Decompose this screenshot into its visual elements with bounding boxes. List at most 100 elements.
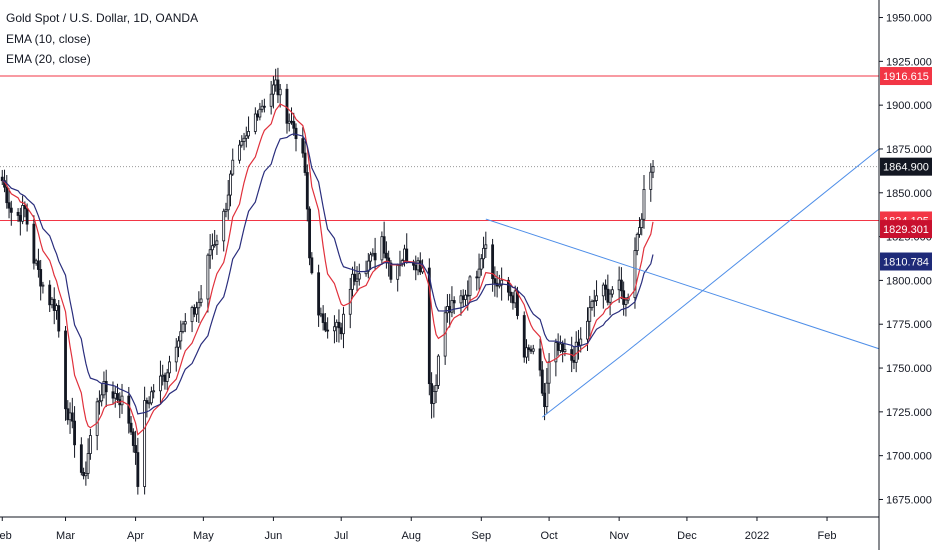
candle-down (382, 236, 386, 254)
candle-up (635, 233, 639, 252)
candle-up (165, 372, 169, 382)
ema-line-20 (2, 133, 654, 415)
candle-up (468, 276, 472, 296)
candle-up (98, 400, 101, 403)
candle-down (527, 347, 531, 350)
candle-down (192, 307, 196, 315)
legend-ema-20: EMA (20, close) (6, 52, 91, 66)
candle-down (70, 412, 74, 422)
candle-down (619, 279, 623, 292)
y-tick-label: 1875.000 (886, 144, 932, 156)
trendline-2 (625, 148, 880, 353)
x-tick-label: Feb (0, 530, 12, 542)
candle-down (430, 383, 434, 404)
candle-up (88, 435, 92, 454)
price-label-bg (880, 67, 932, 86)
y-tick-label: 1775.000 (886, 319, 932, 331)
x-tick-label: Jul (334, 530, 348, 542)
candle-down (129, 422, 133, 433)
candle-down (305, 172, 309, 210)
candle-up (651, 166, 655, 173)
candle-up (229, 173, 232, 196)
candle-up (95, 401, 99, 436)
candle-down (308, 208, 311, 259)
candle-down (82, 472, 86, 477)
candle-down (23, 205, 27, 210)
candle-down (529, 349, 533, 352)
candle-up (342, 313, 345, 335)
candle-up (208, 249, 212, 256)
trendline-1 (542, 351, 627, 418)
price-label: 1916.615 (883, 71, 929, 83)
candle-down (285, 88, 289, 124)
price-label-bg (880, 157, 932, 176)
candle-down (326, 329, 330, 332)
candle-up (445, 306, 449, 314)
candle-down (5, 186, 9, 204)
chart-legend: Gold Spot / U.S. Dollar, 1D, OANDA EMA (… (6, 8, 198, 70)
candle-up (547, 361, 551, 384)
candle-down (134, 445, 137, 453)
candle-up (147, 402, 151, 405)
candle-down (540, 369, 544, 394)
candle-down (323, 322, 327, 331)
candle-up (545, 382, 549, 408)
candle-down (116, 393, 119, 400)
candle-down (414, 264, 418, 271)
candle-up (253, 113, 257, 132)
candle-down (16, 211, 20, 216)
y-tick-label: 1700.000 (886, 451, 932, 463)
candle-up (432, 391, 436, 404)
candle-up (586, 320, 589, 340)
candle-down (538, 348, 542, 371)
candle-up (554, 342, 558, 363)
candle-up (450, 300, 454, 313)
candle-up (84, 472, 88, 477)
candle-up (357, 273, 361, 280)
candle-down (509, 291, 513, 297)
candle-up (464, 294, 467, 300)
candle-down (507, 279, 510, 293)
candle-down (543, 392, 546, 408)
x-tick-label: Jun (265, 530, 283, 542)
candle-up (195, 307, 199, 315)
candle-down (292, 121, 296, 129)
candle-down (290, 120, 293, 123)
candle-down (317, 272, 321, 316)
candle-down (9, 207, 13, 213)
candle-down (511, 295, 515, 304)
candle-up (624, 299, 628, 305)
candle-up (366, 260, 370, 272)
candle-down (64, 330, 67, 410)
candle-up (633, 250, 637, 299)
candle-up (403, 248, 406, 262)
candle-up (258, 108, 262, 118)
candle-up (244, 135, 248, 139)
candle-up (513, 290, 517, 304)
y-tick-label: 1900.000 (886, 100, 932, 112)
candle-up (34, 260, 38, 264)
candle-up (416, 260, 420, 271)
candle-down (262, 105, 266, 108)
candle-up (179, 331, 183, 342)
candle-up (41, 284, 45, 287)
candle-up (120, 395, 124, 406)
candle-down (389, 262, 393, 280)
candle-up (287, 120, 291, 124)
candle-down (310, 257, 314, 274)
candle-down (0, 176, 4, 182)
x-tick-label: Sep (472, 530, 492, 542)
candle-up (274, 79, 278, 86)
candle-down (418, 260, 422, 273)
candle-down (337, 321, 341, 329)
candle-down (57, 305, 61, 332)
candle-up (149, 391, 153, 404)
candle-up (592, 300, 596, 302)
trend-layer (485, 148, 880, 418)
candle-up (226, 194, 230, 211)
y-tick-label: 1925.000 (886, 56, 932, 68)
candle-up (649, 171, 653, 190)
candle-up (497, 284, 501, 287)
